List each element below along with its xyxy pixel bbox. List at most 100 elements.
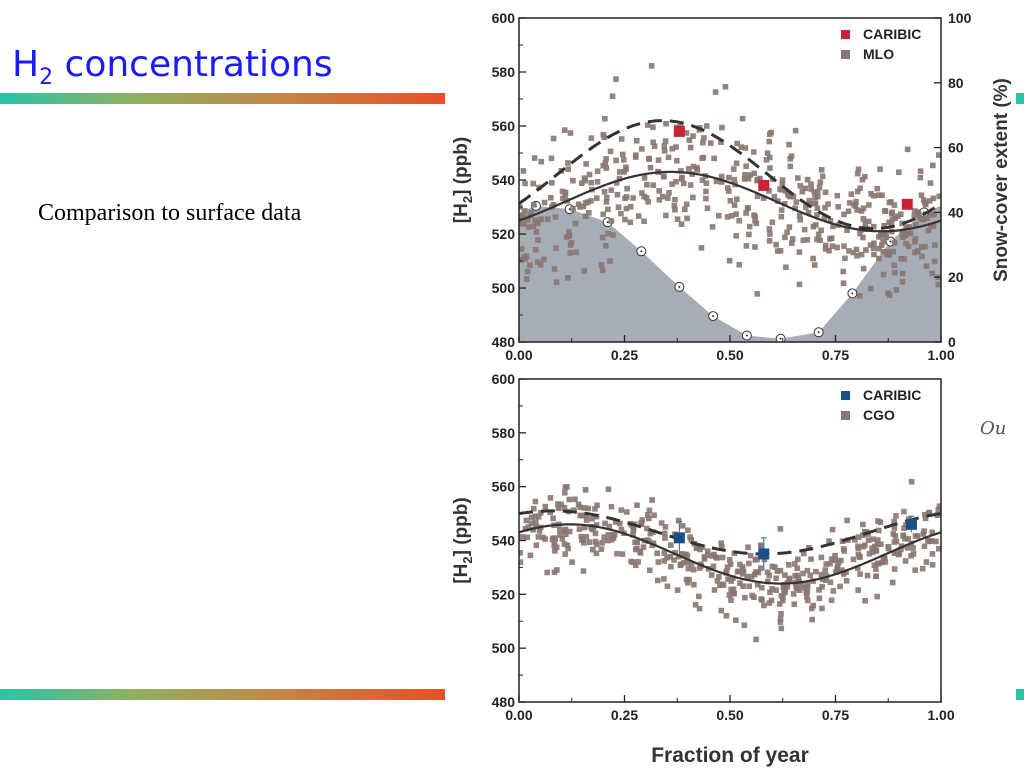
station-data-point	[565, 160, 571, 166]
station-data-point	[921, 199, 928, 206]
station-data-point	[791, 601, 798, 608]
station-data-point	[781, 201, 788, 207]
station-data-point	[594, 195, 600, 201]
station-data-point	[682, 206, 688, 213]
station-data-point	[911, 212, 918, 219]
station-data-point	[661, 550, 668, 556]
station-data-point	[667, 542, 674, 548]
station-data-point	[893, 538, 900, 545]
station-data-point	[572, 496, 578, 503]
station-data-point	[874, 185, 881, 192]
station-data-point	[877, 166, 883, 172]
y-axis-label-rest: ] (ppb)	[451, 497, 472, 556]
station-data-point	[789, 240, 795, 247]
station-data-point	[671, 203, 678, 209]
station-data-point	[685, 166, 692, 172]
station-data-point	[609, 531, 616, 538]
station-data-point	[635, 559, 641, 565]
station-data-point	[779, 181, 786, 188]
station-data-point	[723, 570, 729, 576]
station-data-point	[823, 561, 829, 567]
station-data-point	[875, 527, 882, 534]
station-data-point	[567, 130, 574, 136]
station-data-point	[661, 576, 667, 582]
station-data-point	[892, 215, 899, 221]
station-data-point	[790, 193, 797, 200]
station-data-point	[645, 515, 652, 522]
station-data-point	[891, 518, 897, 525]
legend-label: MLO	[863, 46, 894, 62]
station-data-point	[924, 215, 931, 221]
station-data-point	[523, 253, 530, 260]
legend: CARIBIC MLO	[841, 26, 921, 62]
station-data-point	[608, 187, 615, 193]
station-data-point	[767, 131, 773, 138]
station-data-point	[737, 580, 743, 586]
x-axis-label: Fraction of year	[651, 744, 809, 767]
station-data-point	[661, 530, 668, 537]
station-data-point	[600, 131, 607, 138]
y2-tick-label: 80	[948, 75, 964, 91]
station-data-point	[605, 206, 611, 213]
station-data-point	[866, 550, 873, 557]
station-data-point	[876, 255, 882, 262]
station-data-point	[687, 182, 694, 188]
station-data-point	[531, 155, 538, 161]
snow-cover-point-center	[712, 315, 715, 318]
caribic-data-point	[758, 548, 770, 560]
station-data-point	[663, 120, 669, 127]
y-tick-label: 560	[492, 118, 516, 134]
station-data-point	[923, 263, 930, 269]
station-data-point	[571, 507, 577, 513]
station-data-point	[734, 140, 740, 147]
y-tick-label: 580	[492, 425, 516, 441]
station-data-point	[519, 220, 522, 227]
station-data-point	[643, 195, 650, 201]
station-data-point	[645, 199, 651, 205]
station-data-point	[766, 154, 773, 161]
y-axis-label-rest: ] (ppb)	[451, 137, 472, 196]
y2-tick-label: 60	[948, 140, 964, 156]
station-data-point	[733, 233, 740, 239]
station-data-point	[719, 543, 725, 550]
station-data-point	[738, 144, 745, 150]
station-data-point	[605, 230, 612, 237]
station-data-point	[855, 543, 861, 550]
station-data-point	[577, 204, 583, 210]
station-data-point	[613, 157, 619, 164]
station-data-point	[524, 534, 530, 541]
station-data-point	[875, 560, 882, 567]
station-data-point	[746, 560, 752, 567]
station-data-point	[804, 593, 810, 600]
station-data-point	[754, 582, 761, 588]
station-data-point	[671, 557, 677, 563]
station-data-point	[684, 215, 690, 222]
station-data-point	[718, 173, 725, 180]
station-data-point	[930, 223, 937, 230]
station-data-point	[880, 249, 886, 255]
station-data-point	[579, 180, 585, 186]
station-data-point	[870, 193, 877, 199]
station-data-point	[905, 536, 912, 542]
station-data-point	[662, 535, 668, 541]
station-data-point	[800, 237, 807, 244]
station-data-point	[818, 167, 825, 173]
station-data-point	[912, 533, 919, 539]
station-data-point	[746, 223, 753, 230]
station-data-point	[808, 181, 814, 187]
station-data-point	[889, 216, 896, 223]
station-data-point	[565, 545, 571, 552]
station-data-point	[681, 559, 687, 566]
station-data-point	[823, 572, 830, 579]
station-data-point	[793, 583, 799, 590]
caribic-fit-line	[519, 119, 941, 231]
station-data-point	[753, 220, 760, 227]
station-data-point	[594, 168, 601, 175]
y2-tick-label: 0	[948, 334, 956, 350]
station-data-point	[566, 528, 573, 535]
station-data-point	[751, 594, 757, 601]
y2-axis-label: Snow-cover extent (%)	[991, 78, 1012, 282]
station-data-point	[881, 222, 888, 229]
station-data-point	[550, 535, 557, 542]
station-fit-line	[519, 523, 941, 585]
